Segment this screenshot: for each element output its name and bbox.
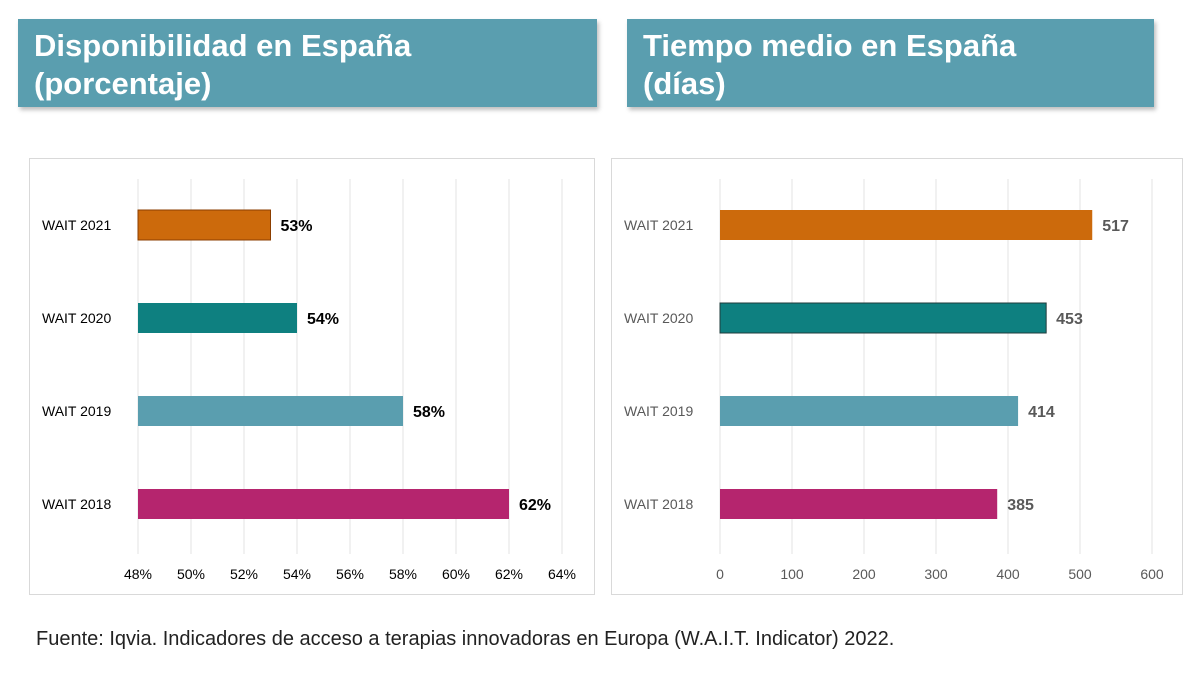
x-tick-label: 64% — [548, 566, 576, 582]
category-label: WAIT 2019 — [42, 403, 111, 419]
chart-title-line-2: (días) — [643, 66, 726, 101]
value-label: 385 — [1007, 497, 1034, 514]
availability-chart: 48% 50% 52% 54% 56% 58% 60% 62% 64% WAIT 2021 53% W… — [42, 179, 576, 582]
x-tick-label: 400 — [996, 566, 1020, 582]
category-label: WAIT 2020 — [42, 310, 111, 326]
x-tick-label: 600 — [1140, 566, 1164, 582]
x-tick-label: 58% — [389, 566, 417, 582]
mean-time-chart-panel: 0 100 200 300 400 500 600 WAIT 2021 517 WAIT 2020… — [611, 158, 1183, 595]
category-label: WAIT 2019 — [624, 403, 693, 419]
value-label: 53% — [281, 218, 313, 235]
value-label: 62% — [519, 497, 551, 514]
availability-chart-panel: 48% 50% 52% 54% 56% 58% 60% 62% 64% WAIT 2021 53% W… — [29, 158, 595, 595]
value-label: 414 — [1028, 404, 1055, 421]
mean-time-chart: 0 100 200 300 400 500 600 WAIT 2021 517 WAIT 2020… — [624, 179, 1164, 582]
x-tick-label: 48% — [124, 566, 152, 582]
value-label: 54% — [307, 311, 339, 328]
x-tick-label: 300 — [924, 566, 948, 582]
category-label: WAIT 2020 — [624, 310, 693, 326]
category-label: WAIT 2018 — [42, 496, 111, 512]
chart-title-availability: Disponibilidad en España (porcentaje) — [18, 19, 597, 107]
x-tick-label: 0 — [716, 566, 724, 582]
x-tick-label: 60% — [442, 566, 470, 582]
bar-wait-2018 — [138, 489, 509, 519]
x-tick-label: 50% — [177, 566, 205, 582]
bar-wait-2019 — [138, 396, 403, 426]
chart-title-mean-time: Tiempo medio en España (días) — [627, 19, 1154, 107]
x-tick-label: 52% — [230, 566, 258, 582]
category-label: WAIT 2021 — [624, 217, 693, 233]
value-label: 58% — [413, 404, 445, 421]
x-tick-label: 62% — [495, 566, 523, 582]
bar-wait-2020 — [138, 303, 297, 333]
category-label: WAIT 2021 — [42, 217, 111, 233]
bar-wait-2021 — [137, 209, 271, 241]
x-tick-label: 56% — [336, 566, 364, 582]
value-label: 453 — [1056, 311, 1083, 328]
bar-wait-2020 — [719, 302, 1047, 334]
x-tick-label: 200 — [852, 566, 876, 582]
source-note: Fuente: Iqvia. Indicadores de acceso a t… — [36, 628, 895, 650]
value-label: 517 — [1102, 218, 1129, 235]
chart-title-line-1: Disponibilidad en España — [34, 28, 412, 63]
category-label: WAIT 2018 — [624, 496, 693, 512]
bar-wait-2018 — [720, 489, 998, 519]
x-tick-label: 54% — [283, 566, 311, 582]
bar-wait-2019 — [720, 396, 1019, 426]
chart-title-line-1: Tiempo medio en España — [643, 28, 1017, 63]
x-tick-label: 500 — [1068, 566, 1092, 582]
bar-wait-2021 — [720, 210, 1093, 240]
chart-title-line-2: (porcentaje) — [34, 66, 212, 101]
x-tick-label: 100 — [780, 566, 804, 582]
